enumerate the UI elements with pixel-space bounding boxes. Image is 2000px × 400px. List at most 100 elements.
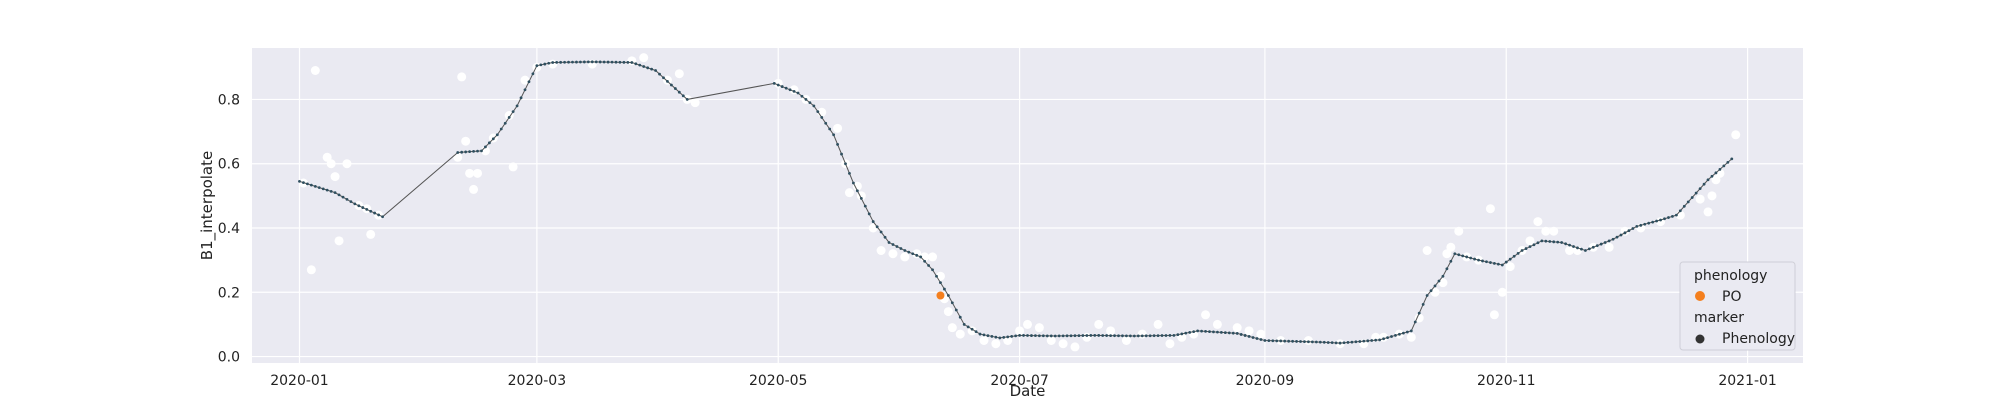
x-tick-label: 2020-03	[508, 373, 567, 389]
curve-marker	[1536, 241, 1540, 245]
curve-marker	[638, 63, 642, 67]
observation-point	[457, 72, 467, 82]
curve-marker	[1485, 260, 1488, 264]
curve-marker	[511, 110, 515, 114]
observation-point	[1177, 332, 1187, 342]
curve-marker	[1710, 174, 1714, 178]
curve-marker	[381, 215, 384, 219]
curve-marker	[1429, 289, 1433, 293]
curve-marker	[1374, 338, 1378, 342]
curve-marker	[1722, 164, 1726, 168]
curve-marker	[1619, 233, 1623, 237]
observation-point	[548, 59, 558, 69]
observation-point	[1153, 319, 1163, 329]
curve-marker	[1425, 294, 1429, 297]
curve-marker	[1002, 336, 1006, 339]
curve-marker	[1449, 259, 1453, 263]
curve-marker	[1718, 167, 1722, 171]
observation-point	[833, 123, 843, 133]
observation-point	[1446, 242, 1456, 252]
curve-marker	[1473, 257, 1476, 261]
observation-point	[1485, 204, 1495, 214]
curve-marker	[812, 104, 816, 108]
curve-marker	[480, 149, 483, 153]
curve-marker	[507, 116, 511, 119]
curve-marker	[337, 193, 341, 197]
curve-marker	[539, 63, 543, 67]
observation-point	[1256, 329, 1266, 339]
curve-marker	[883, 235, 887, 239]
curve-marker	[1730, 157, 1734, 161]
observation-point	[1165, 339, 1175, 349]
observation-point	[868, 223, 878, 233]
curve-marker	[958, 315, 962, 319]
curve-marker	[1287, 339, 1291, 343]
x-tick-label: 2020-05	[749, 373, 808, 389]
curve-marker	[523, 88, 527, 92]
curve-marker	[808, 101, 812, 105]
curve-marker	[1358, 340, 1362, 343]
curve-marker	[1667, 216, 1670, 219]
legend-marker-po	[1695, 291, 1705, 301]
curve-marker	[321, 187, 325, 191]
observation-point	[1070, 342, 1080, 352]
curve-marker	[630, 61, 634, 64]
curve-marker	[1057, 334, 1061, 338]
curve-marker	[1572, 245, 1575, 248]
curve-marker	[1492, 261, 1496, 265]
curve-marker	[1125, 334, 1128, 338]
curve-marker	[1235, 332, 1239, 335]
curve-marker	[1010, 334, 1014, 338]
curve-marker	[946, 294, 950, 297]
curve-marker	[1639, 223, 1643, 227]
curve-marker	[950, 301, 954, 305]
curve-marker	[329, 189, 333, 193]
observation-point	[947, 323, 957, 333]
curve-marker	[1643, 222, 1647, 226]
curve-marker	[1109, 334, 1112, 338]
curve-marker	[468, 150, 472, 154]
curve-marker	[1556, 240, 1560, 244]
curve-marker	[919, 255, 923, 259]
curve-marker	[1259, 338, 1263, 341]
curve-marker	[1144, 334, 1148, 338]
observation-point	[1497, 287, 1507, 297]
observation-point	[1711, 175, 1721, 185]
curve-marker	[1508, 257, 1512, 261]
curve-marker	[1489, 261, 1492, 264]
curve-marker	[788, 88, 792, 92]
curve-marker	[499, 127, 503, 131]
curve-marker	[1263, 339, 1267, 342]
curve-marker	[551, 61, 555, 64]
observation-point	[1094, 319, 1104, 329]
curve-marker	[1148, 334, 1152, 338]
curve-marker	[1686, 200, 1690, 204]
observation-point	[1422, 246, 1432, 255]
legend-title-marker: marker	[1694, 310, 1744, 326]
curve-marker	[317, 186, 321, 190]
curve-marker	[515, 104, 519, 108]
curve-marker	[1041, 334, 1045, 338]
curve-marker	[1077, 334, 1081, 338]
curve-marker	[1461, 254, 1465, 258]
curve-marker	[844, 162, 847, 166]
curve-marker	[911, 252, 915, 256]
curve-marker	[1378, 338, 1382, 342]
curve-marker	[563, 60, 566, 64]
curve-marker	[1655, 219, 1659, 223]
curve-marker	[555, 61, 559, 64]
curve-marker	[666, 79, 669, 83]
curve-marker	[780, 85, 784, 88]
curve-marker	[567, 60, 570, 64]
curve-marker	[491, 137, 495, 141]
curve-marker	[1172, 333, 1176, 337]
curve-marker	[606, 60, 610, 64]
curve-marker	[1049, 334, 1053, 338]
curve-marker	[1231, 331, 1235, 335]
observation-point	[844, 188, 854, 198]
curve-marker	[1101, 334, 1105, 337]
curve-marker	[1469, 256, 1473, 260]
curve-marker	[1045, 334, 1049, 338]
curve-marker	[1690, 196, 1694, 199]
curve-marker	[1200, 329, 1203, 333]
